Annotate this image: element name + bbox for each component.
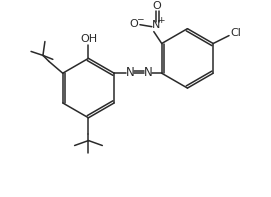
Text: OH: OH [80,33,97,44]
Text: Cl: Cl [231,28,241,38]
Text: O: O [152,1,161,11]
Text: N: N [143,66,152,79]
Text: O: O [130,19,138,29]
Text: −: − [136,14,144,23]
Text: N: N [126,66,134,79]
Text: N: N [151,20,160,30]
Text: +: + [157,16,164,25]
